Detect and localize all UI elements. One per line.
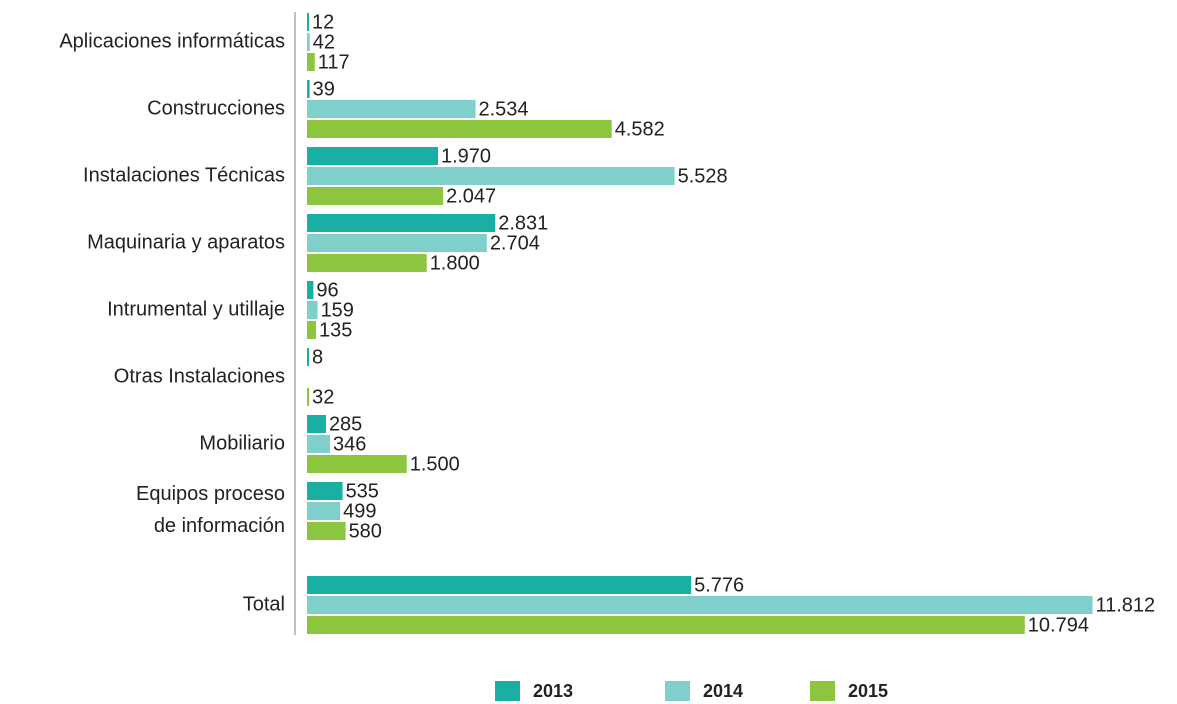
value-label: 159 (321, 299, 354, 321)
value-label: 96 (316, 279, 338, 301)
bar (307, 576, 692, 594)
bar (307, 435, 331, 453)
category-label: Mobiliario (199, 432, 285, 454)
value-label: 1.500 (410, 453, 460, 475)
bar (307, 455, 407, 473)
bar (307, 482, 343, 500)
value-label: 39 (313, 78, 335, 100)
value-label: 4.582 (615, 118, 665, 140)
legend-label: 2013 (533, 681, 573, 701)
category-label: Construcciones (147, 97, 285, 119)
value-label: 2.704 (490, 232, 540, 254)
value-label: 2.047 (446, 185, 496, 207)
legend-label: 2015 (848, 681, 888, 701)
bar (307, 187, 444, 205)
category-label: Equipos proceso de información (136, 483, 285, 537)
bar (307, 281, 314, 299)
bar (307, 53, 315, 71)
value-label: 346 (333, 433, 366, 455)
value-label: 580 (349, 520, 382, 542)
bar (307, 616, 1025, 634)
legend-swatch (665, 681, 690, 701)
value-label: 8 (312, 346, 323, 368)
category-label: Aplicaciones informáticas (59, 30, 285, 52)
value-label: 135 (319, 319, 352, 341)
value-label: 535 (346, 480, 379, 502)
legend-swatch (810, 681, 835, 701)
value-label: 2.534 (479, 98, 529, 120)
bar (307, 33, 310, 51)
value-label: 5.528 (678, 165, 728, 187)
category-label: Total (243, 593, 285, 615)
bar (307, 348, 309, 366)
bar (307, 80, 310, 98)
value-label: 2.831 (498, 212, 548, 234)
value-label: 32 (312, 386, 334, 408)
value-label: 285 (329, 413, 362, 435)
bar (307, 388, 310, 406)
bar (307, 301, 318, 319)
bar (307, 120, 612, 138)
value-label: 12 (312, 11, 334, 33)
bar (307, 596, 1093, 614)
bar (307, 147, 439, 165)
bar (307, 502, 341, 520)
value-label: 5.776 (694, 574, 744, 596)
bar (307, 100, 476, 118)
category-label: Maquinaria y aparatos (87, 231, 285, 253)
value-label: 42 (313, 31, 335, 53)
bar (307, 214, 496, 232)
category-label: Intrumental y utillaje (107, 298, 285, 320)
value-label: 117 (318, 51, 350, 73)
value-label: 10.794 (1028, 614, 1089, 636)
bar (307, 13, 309, 31)
category-label: Otras Instalaciones (114, 365, 285, 387)
value-label: 499 (343, 500, 376, 522)
value-label: 1.800 (430, 252, 480, 274)
bar (307, 321, 316, 339)
category-label: Instalaciones Técnicas (83, 164, 285, 186)
legend-swatch (495, 681, 520, 701)
value-label: 1.970 (441, 145, 491, 167)
bar (307, 522, 346, 540)
legend-label: 2014 (703, 681, 743, 701)
bar (307, 167, 675, 185)
bar (307, 254, 427, 272)
bar (307, 234, 487, 252)
bar (307, 415, 326, 433)
value-label: 11.812 (1095, 594, 1155, 616)
